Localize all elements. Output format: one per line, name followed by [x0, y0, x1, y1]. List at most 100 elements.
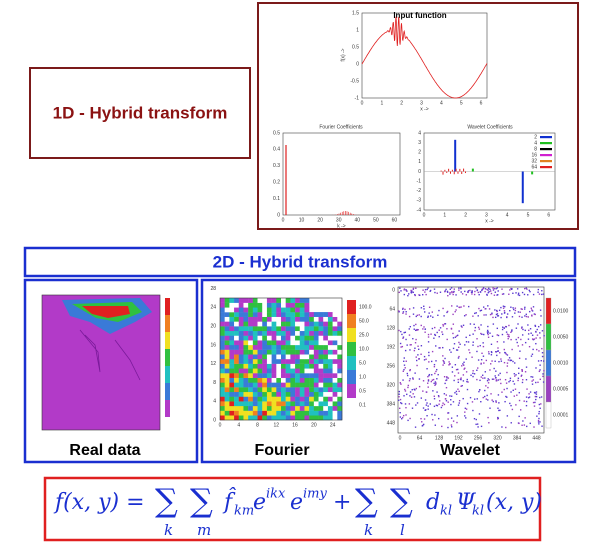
wavelet-dot: [464, 344, 466, 346]
wavelet-dot: [430, 333, 432, 335]
heat-cell: [238, 359, 244, 364]
heat-cell: [257, 401, 263, 407]
wavelet-dot: [444, 290, 446, 292]
colorbar-label: 100.0: [359, 304, 372, 310]
caption: Real data: [69, 442, 140, 459]
heat-cell: [220, 354, 225, 360]
heat-cell: [276, 330, 282, 336]
wavelet-dot: [484, 389, 486, 392]
wavelet-dot: [408, 293, 410, 295]
heat-cell: [313, 368, 319, 374]
wavelet-dot: [543, 369, 545, 372]
heat-cell: [224, 415, 230, 421]
x-tick-label: 192: [454, 435, 463, 441]
wavelet-dot: [420, 417, 422, 420]
wavelet-dot: [486, 394, 488, 397]
wavelet-dot: [409, 368, 411, 371]
heat-cell: [252, 354, 258, 360]
x-tick-label: 1: [443, 212, 446, 218]
heat-cell: [234, 307, 239, 313]
wavelet-dot: [465, 294, 468, 296]
heat-cell: [304, 359, 310, 364]
heat-cell: [276, 312, 282, 317]
formula-part: k: [164, 521, 173, 539]
heat-cell: [266, 302, 272, 308]
wavelet-dot: [528, 289, 530, 292]
heat-cell: [262, 335, 268, 341]
heat-cell: [309, 326, 315, 332]
wavelet-dot: [431, 311, 434, 313]
wavelet-dot: [475, 423, 477, 426]
wavelet-dot: [460, 377, 462, 379]
wavelet-dot: [441, 404, 444, 407]
wavelet-dot: [442, 364, 444, 366]
bar: [448, 168, 450, 172]
map-colorbar: [165, 366, 170, 383]
heat-cell: [262, 298, 268, 303]
heat-cell: [309, 312, 315, 317]
heat-cell: [224, 344, 230, 350]
x-tick-label: 320: [493, 435, 502, 441]
heat-cell: [295, 302, 300, 308]
heat-cell: [295, 415, 300, 421]
curve: [361, 16, 488, 99]
wavelet-dot: [408, 315, 411, 318]
heat-cell: [252, 359, 258, 364]
heat-cell: [290, 373, 296, 378]
wavelet-dot: [481, 288, 483, 291]
heat-cell: [252, 316, 258, 322]
colorbar-label: 0.0100: [553, 308, 569, 314]
wavelet-dot: [400, 418, 403, 420]
heat-cell: [252, 401, 258, 407]
heat-cell: [224, 382, 230, 388]
wavelet-dot: [486, 380, 489, 382]
legend-label: 4: [534, 140, 537, 146]
wavelet-dot: [424, 288, 427, 291]
heat-cell: [248, 307, 254, 313]
wavelet-dot: [511, 288, 513, 290]
heat-cell: [332, 354, 338, 360]
wavelet-dot: [538, 350, 540, 352]
heat-cell: [220, 349, 225, 355]
wavelet-dot: [531, 309, 533, 311]
wavelet-dot: [411, 389, 413, 391]
wavelet-dot: [474, 398, 476, 400]
wavelet-dot: [506, 316, 508, 319]
heat-cell: [224, 335, 230, 341]
heat-cell: [266, 382, 272, 388]
heat-cell: [266, 405, 272, 411]
heat-cell: [224, 401, 230, 407]
wavelet-dot: [511, 329, 513, 331]
colorbar-segment: [347, 342, 356, 356]
wavelet-dot: [539, 324, 542, 326]
wavelet-dot: [525, 287, 527, 289]
wavelet-dot: [413, 324, 415, 327]
heat-cell: [229, 298, 235, 303]
heat-cell: [290, 396, 296, 402]
wavelet-dot: [472, 409, 474, 412]
wavelet-dot: [470, 291, 473, 294]
wavelet-dot: [497, 407, 499, 409]
heat-cell: [313, 312, 319, 317]
wavelet-dot: [427, 333, 430, 336]
heat-cell: [285, 312, 291, 317]
heat-cell: [299, 330, 305, 336]
wavelet-dot: [472, 333, 474, 335]
heat-cell: [248, 373, 254, 378]
wavelet-dot: [431, 327, 434, 330]
heat-cell: [271, 344, 277, 350]
wavelet-dot: [455, 309, 457, 311]
heat-cell: [337, 391, 343, 397]
heat-cell: [304, 401, 310, 407]
heat-cell: [327, 354, 333, 360]
wavelet-dot: [441, 333, 444, 336]
heat-cell: [252, 382, 258, 388]
wavelet-dot: [404, 331, 407, 334]
wavelet-dot: [457, 378, 459, 381]
wavelet-dot: [453, 379, 455, 382]
wavelet-dot: [462, 397, 464, 400]
x-tick-label: 50: [373, 217, 379, 223]
heat-cell: [313, 405, 319, 411]
colorbar-label: 0.0001: [553, 412, 569, 418]
wavelet-dot: [418, 358, 420, 360]
